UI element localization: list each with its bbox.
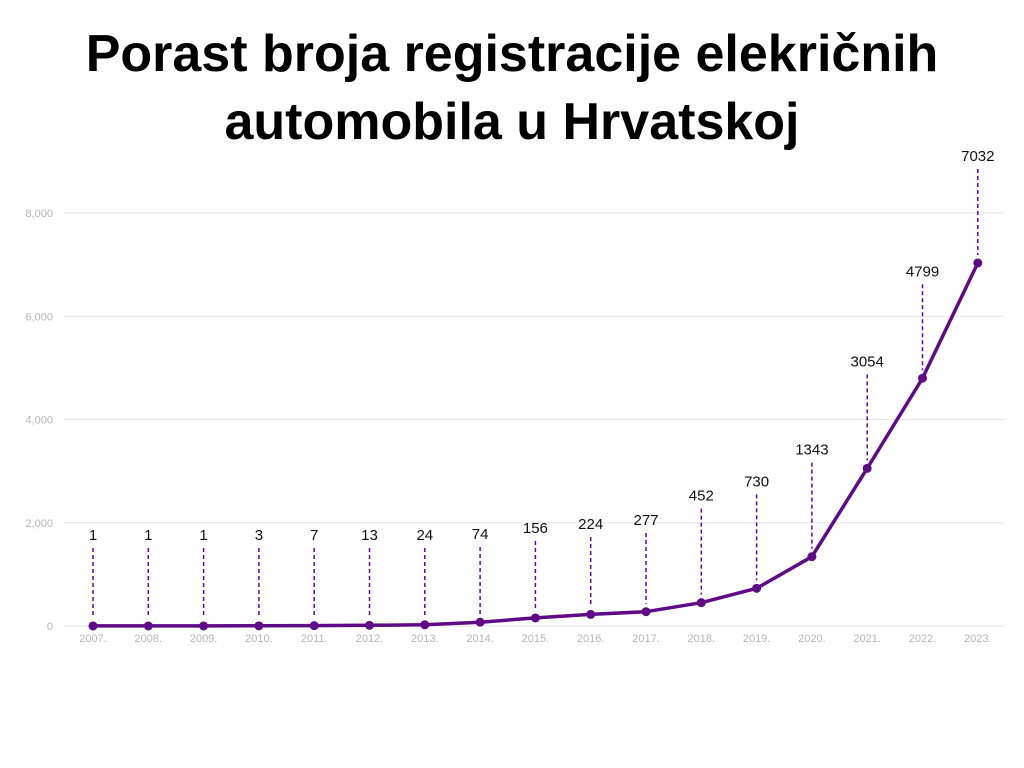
x-tick-label: 2016. (577, 633, 605, 645)
x-tick-label: 2020. (798, 633, 826, 645)
data-point (862, 463, 872, 473)
data-point (696, 598, 706, 608)
x-tick-label: 2012. (356, 633, 384, 645)
data-point (88, 621, 98, 631)
data-point (309, 621, 319, 631)
data-label: 224 (578, 516, 603, 533)
y-tick-label: 0 (47, 621, 53, 633)
x-tick-label: 2013. (411, 633, 439, 645)
y-axis-ticks: 0 2,000 4,000 6,000 8,000 (25, 208, 53, 633)
data-point (752, 583, 762, 593)
data-label: 1 (199, 527, 207, 544)
data-label: 3054 (851, 353, 884, 370)
x-tick-label: 2022. (909, 633, 937, 645)
data-label: 13 (361, 527, 378, 544)
data-point (420, 620, 430, 630)
data-point (530, 613, 540, 623)
data-point (641, 607, 651, 617)
x-tick-label: 2007. (79, 633, 107, 645)
x-tick-label: 2017. (632, 633, 660, 645)
x-tick-label: 2021. (853, 633, 881, 645)
data-label: 1 (89, 527, 97, 544)
chart-title: Porast broja registracije elekričnih aut… (0, 20, 1024, 156)
data-label: 74 (472, 526, 489, 543)
data-point (475, 617, 485, 627)
data-label: 277 (633, 512, 658, 529)
gridlines (64, 212, 1004, 627)
x-tick-label: 2018. (688, 633, 716, 645)
x-tick-label: 2011. (301, 633, 328, 645)
y-tick-label: 4,000 (25, 415, 53, 427)
data-points (88, 258, 983, 631)
data-label: 1343 (795, 442, 828, 459)
data-label: 24 (416, 527, 433, 544)
data-label: 7 (310, 527, 318, 544)
data-point (143, 621, 153, 631)
chart-title-line-1: Porast broja registracije elekričnih (85, 25, 939, 83)
y-tick-label: 2,000 (25, 518, 53, 530)
data-label: 1 (144, 527, 152, 544)
data-point (973, 258, 983, 268)
y-tick-label: 8,000 (25, 208, 53, 220)
x-tick-label: 2010. (245, 633, 273, 645)
y-tick-label: 6,000 (25, 311, 53, 323)
data-point (586, 609, 596, 619)
data-label: 452 (689, 488, 714, 505)
data-label: 730 (744, 473, 769, 490)
x-tick-label: 2014. (466, 633, 494, 645)
x-tick-label: 2019. (743, 633, 771, 645)
data-point (254, 621, 264, 631)
data-label: 156 (523, 520, 548, 537)
data-label: 4799 (906, 263, 939, 280)
data-point (199, 621, 209, 631)
x-tick-label: 2015. (522, 633, 550, 645)
x-tick-label: 2023. (964, 633, 992, 645)
data-label: 3 (255, 527, 263, 544)
x-tick-label: 2009. (190, 633, 218, 645)
chart-title-line-2: automobila u Hrvatskoj (224, 93, 800, 151)
x-axis-ticks: 2007. 2008. 2009. 2010. 2011. 2012. 2013. 2014.… (79, 633, 991, 645)
data-labels: 1 1 1 3 7 13 24 74 156 224 27745273013433054479970… (89, 148, 995, 544)
data-point (918, 373, 927, 383)
data-point (365, 620, 374, 630)
x-tick-label: 2008. (135, 633, 163, 645)
data-point (807, 552, 817, 562)
leader-lines (92, 168, 979, 618)
data-label: 7032 (961, 148, 994, 165)
